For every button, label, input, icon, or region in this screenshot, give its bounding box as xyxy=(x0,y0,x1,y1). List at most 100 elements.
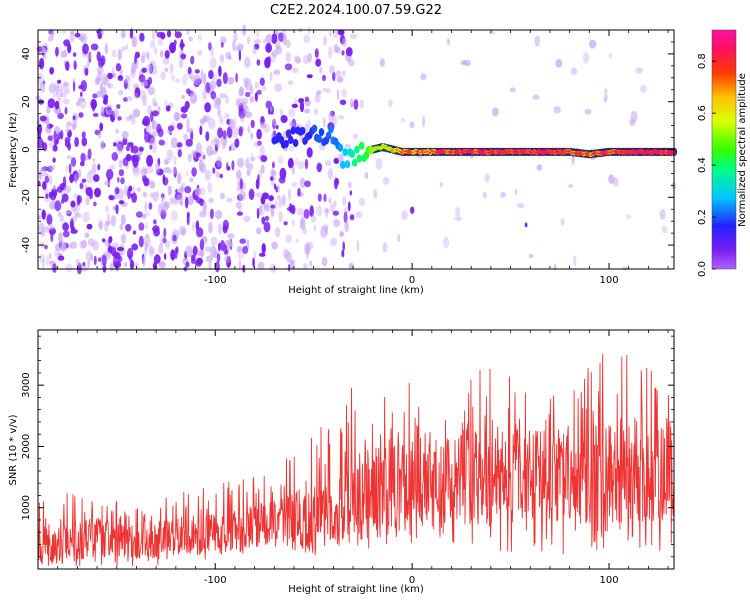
noise-blob xyxy=(102,251,111,257)
noise-blob xyxy=(589,39,597,49)
noise-blob xyxy=(257,261,265,270)
noise-blob xyxy=(103,94,108,106)
noise-blob xyxy=(220,192,225,200)
noise-blob xyxy=(52,157,56,163)
noise-blob xyxy=(163,253,167,260)
noise-blob xyxy=(328,46,333,59)
noise-blob xyxy=(313,224,317,232)
noise-blob xyxy=(555,59,563,68)
noise-blob xyxy=(108,194,115,201)
signal-point xyxy=(288,136,294,144)
noise-blob xyxy=(243,215,251,223)
noise-blob xyxy=(60,83,63,94)
noise-blob xyxy=(322,87,328,93)
noise-blob xyxy=(170,137,178,149)
noise-blob xyxy=(131,243,139,251)
snr-x-label: Height of straight line (km) xyxy=(288,584,424,595)
noise-blob xyxy=(151,142,158,154)
noise-blob xyxy=(125,76,132,86)
noise-blob xyxy=(106,213,111,225)
noise-blob xyxy=(256,89,262,95)
noise-blob xyxy=(154,47,157,55)
noise-blob xyxy=(87,238,95,247)
noise-blob xyxy=(147,76,153,85)
noise-blob xyxy=(253,141,261,147)
noise-blob xyxy=(342,241,346,252)
noise-blob xyxy=(304,158,309,170)
noise-blob xyxy=(270,204,276,209)
noise-blob xyxy=(37,137,44,149)
noise-blob xyxy=(227,233,235,239)
noise-blob xyxy=(59,129,64,140)
noise-blob xyxy=(64,106,68,115)
noise-blob xyxy=(263,38,266,45)
noise-blob xyxy=(153,219,157,225)
noise-blob xyxy=(184,100,190,110)
noise-blob xyxy=(58,212,62,217)
noise-blob xyxy=(119,223,124,231)
noise-blob xyxy=(256,207,260,219)
noise-blob xyxy=(67,129,72,138)
noise-blob xyxy=(194,187,202,197)
noise-blob xyxy=(321,224,329,230)
noise-blob xyxy=(69,173,74,184)
y-tick-label: 0 xyxy=(21,146,32,152)
noise-blob xyxy=(320,226,328,238)
noise-blob xyxy=(484,173,490,183)
colorbar-tick-label: 0.2 xyxy=(697,209,708,225)
noise-blob xyxy=(482,191,487,199)
noise-blob xyxy=(73,193,78,199)
noise-blob xyxy=(56,186,63,193)
noise-blob xyxy=(355,211,363,218)
noise-blob xyxy=(260,155,268,163)
noise-blob xyxy=(242,97,248,105)
noise-blob xyxy=(224,112,230,120)
noise-blob xyxy=(160,50,164,58)
noise-blob xyxy=(140,168,148,177)
noise-blob xyxy=(400,117,406,123)
noise-blob xyxy=(225,51,232,60)
noise-blob xyxy=(41,258,46,269)
noise-blob xyxy=(86,60,90,68)
noise-blob xyxy=(270,176,274,181)
noise-blob xyxy=(72,115,76,120)
noise-blob xyxy=(258,252,266,257)
noise-blob xyxy=(92,104,97,109)
noise-blob xyxy=(125,145,130,152)
noise-blob xyxy=(44,244,48,250)
noise-blob xyxy=(114,261,122,269)
noise-blob xyxy=(326,88,332,94)
noise-blob xyxy=(228,118,235,130)
signal-point xyxy=(316,135,323,143)
noise-blob xyxy=(492,107,499,117)
noise-blob xyxy=(62,222,69,232)
noise-blob xyxy=(122,157,129,167)
noise-blob xyxy=(274,227,281,238)
noise-blob xyxy=(149,63,154,74)
noise-blob xyxy=(345,47,353,57)
noise-blob xyxy=(297,187,301,197)
noise-blob xyxy=(222,130,227,140)
noise-blob xyxy=(115,128,119,134)
colorbar-tick-label: 0.0 xyxy=(697,261,708,277)
noise-blob xyxy=(247,36,250,45)
noise-blob xyxy=(70,241,77,249)
noise-blob xyxy=(99,122,104,132)
noise-blob xyxy=(69,32,75,43)
noise-blob xyxy=(221,143,227,149)
noise-blob xyxy=(288,121,296,128)
noise-blob xyxy=(149,144,153,150)
noise-blob xyxy=(164,160,169,166)
noise-blob xyxy=(175,246,179,254)
noise-blob xyxy=(131,192,138,203)
noise-blob xyxy=(46,214,53,226)
noise-blob xyxy=(72,81,76,92)
noise-blob xyxy=(323,193,327,203)
noise-blob xyxy=(500,191,506,198)
noise-blob xyxy=(256,28,259,39)
noise-blob xyxy=(86,223,93,230)
noise-blob xyxy=(149,137,156,145)
noise-blob xyxy=(255,192,263,198)
noise-blob xyxy=(191,167,197,177)
noise-blob xyxy=(79,161,85,167)
